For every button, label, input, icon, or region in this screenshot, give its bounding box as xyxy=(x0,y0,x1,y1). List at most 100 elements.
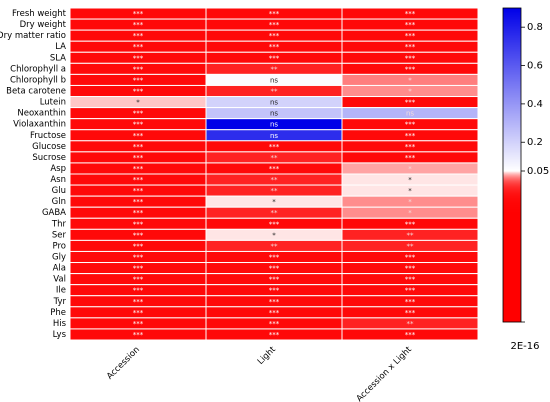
colorbar-segment xyxy=(503,182,521,184)
cell-label: *** xyxy=(133,187,144,195)
colorbar-segment xyxy=(503,264,521,266)
colorbar-segment xyxy=(503,243,521,245)
colorbar-segment xyxy=(503,166,521,168)
colorbar-segment xyxy=(503,287,521,289)
colorbar-segment xyxy=(503,216,521,218)
colorbar-segment xyxy=(503,115,521,117)
cell-label: ** xyxy=(271,154,279,162)
colorbar-segment xyxy=(503,212,521,214)
colorbar-segment xyxy=(503,304,521,306)
colorbar-segment xyxy=(503,263,521,265)
colorbar-segment xyxy=(503,305,521,307)
colorbar-segment xyxy=(503,84,521,86)
colorbar-segment xyxy=(503,79,521,81)
colorbar-segment xyxy=(503,60,521,62)
colorbar-segment xyxy=(503,41,521,43)
colorbar-segment xyxy=(503,283,521,285)
colorbar-segment xyxy=(503,63,521,65)
colorbar-segment xyxy=(503,176,521,178)
colorbar-segment xyxy=(503,253,521,255)
colorbar-segment xyxy=(503,178,521,180)
colorbar-segment xyxy=(503,123,521,125)
colorbar-segment xyxy=(503,29,521,31)
cell-label: *** xyxy=(133,65,144,73)
colorbar-segment xyxy=(503,130,521,132)
colorbar-segment xyxy=(503,294,521,296)
cell-label: *** xyxy=(269,276,280,284)
cell-label: *** xyxy=(269,265,280,273)
cell-label: *** xyxy=(133,298,144,306)
colorbar-segment xyxy=(503,48,521,50)
cell-label: *** xyxy=(133,176,144,184)
colorbar-segment xyxy=(503,266,521,268)
cell-label: *** xyxy=(405,220,416,228)
colorbar-segment xyxy=(503,211,521,213)
colorbar-segment xyxy=(503,315,521,317)
row-label: Asp xyxy=(50,164,66,174)
cell-label: ns xyxy=(270,121,278,129)
row-label: Tyr xyxy=(53,297,67,307)
row-label: Sucrose xyxy=(32,153,66,163)
colorbar-segment xyxy=(503,316,521,318)
colorbar-segment xyxy=(503,10,521,12)
colorbar-segment xyxy=(503,99,521,101)
colorbar-segment xyxy=(503,150,521,152)
colorbar-segment xyxy=(503,275,521,277)
colorbar-segment xyxy=(503,244,521,246)
colorbar-segment xyxy=(503,89,521,91)
colorbar-segment xyxy=(503,126,521,128)
colorbar-segment xyxy=(503,134,521,136)
cell-label: *** xyxy=(269,165,280,173)
colorbar-segment xyxy=(503,191,521,193)
row-label: Chlorophyll a xyxy=(10,64,66,74)
cell-label: *** xyxy=(133,76,144,84)
colorbar-segment xyxy=(503,174,521,176)
colorbar-segment xyxy=(503,24,521,26)
colorbar-segment xyxy=(503,104,521,106)
cell-label: ** xyxy=(271,209,279,217)
colorbar-segment xyxy=(503,207,521,209)
colorbar-segment xyxy=(503,236,521,238)
colorbar-segment xyxy=(503,313,521,315)
row-label: Gly xyxy=(52,253,66,263)
colorbar-segment xyxy=(503,69,521,71)
cell-label: *** xyxy=(405,309,416,317)
cell-label: *** xyxy=(405,154,416,162)
cell-label: *** xyxy=(269,331,280,339)
colorbar-segment xyxy=(503,285,521,287)
colorbar-segment xyxy=(503,121,521,123)
colorbar-segment xyxy=(503,301,521,303)
colorbar-segment xyxy=(503,56,521,58)
cell-label: *** xyxy=(133,154,144,162)
colorbar-segment xyxy=(503,96,521,98)
colorbar-segment xyxy=(503,162,521,164)
colorbar-segment xyxy=(503,67,521,69)
colorbar-segment xyxy=(503,235,521,237)
colorbar-segment xyxy=(503,240,521,242)
cell-label: ** xyxy=(407,242,415,250)
colorbar-segment xyxy=(503,19,521,21)
colorbar-segment xyxy=(503,12,521,14)
colorbar-segment xyxy=(503,151,521,153)
colorbar-segment xyxy=(503,138,521,140)
colorbar-segment xyxy=(503,242,521,244)
colorbar-tick-label: 0.2 xyxy=(527,137,543,148)
colorbar-segment xyxy=(503,108,521,110)
colorbar-segment xyxy=(503,280,521,282)
cell-label: *** xyxy=(405,265,416,273)
colorbar-segment xyxy=(503,173,521,175)
colorbar-segment xyxy=(503,199,521,201)
cell-label: *** xyxy=(133,88,144,96)
colorbar-segment xyxy=(503,50,521,52)
colorbar-segment xyxy=(503,303,521,305)
colorbar-frame xyxy=(502,7,522,323)
cell-label: *** xyxy=(133,287,144,295)
row-label: Beta carotene xyxy=(6,87,66,97)
cell-label: *** xyxy=(133,132,144,140)
colorbar-segment xyxy=(503,231,521,233)
colorbar-segment xyxy=(503,87,521,89)
row-label: SLA xyxy=(50,53,66,63)
colorbar-segment xyxy=(503,92,521,94)
cell-label: *** xyxy=(133,331,144,339)
colorbar-segment xyxy=(503,139,521,141)
